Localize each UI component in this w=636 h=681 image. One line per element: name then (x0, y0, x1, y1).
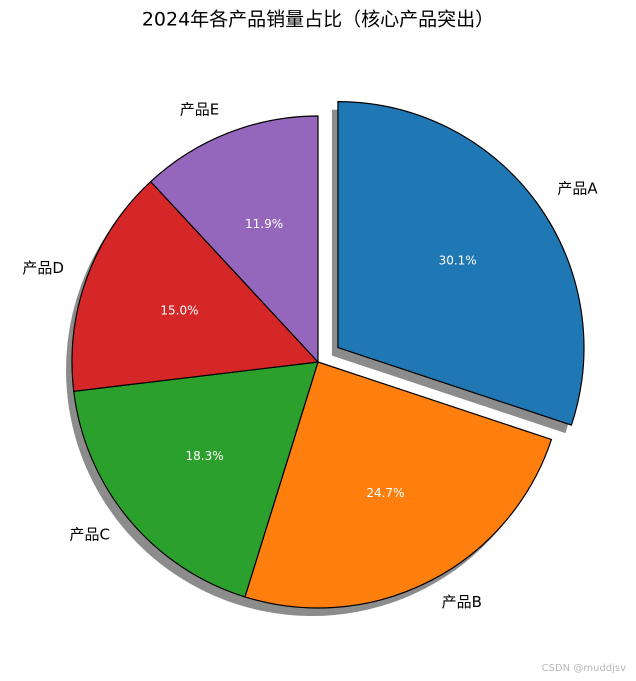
wedge (337, 101, 585, 426)
category-label: 产品A (557, 180, 598, 198)
value-label: 15.0% (160, 304, 198, 318)
wedge (149, 115, 319, 364)
category-label: 产品D (22, 259, 64, 277)
value-label: 18.3% (186, 449, 224, 463)
wedge (71, 180, 320, 392)
wedge (73, 361, 319, 598)
category-label: 产品B (442, 593, 482, 611)
chart-title: 2024年各产品销量占比（核心产品突出） (142, 9, 494, 31)
category-label: 产品C (70, 526, 110, 544)
wedge (244, 361, 553, 609)
category-label: 产品E (180, 101, 219, 119)
value-label: 24.7% (366, 486, 404, 500)
watermark: CSDN @muddjsv (542, 663, 626, 674)
value-label: 30.1% (439, 254, 477, 268)
value-label: 11.9% (245, 217, 283, 231)
